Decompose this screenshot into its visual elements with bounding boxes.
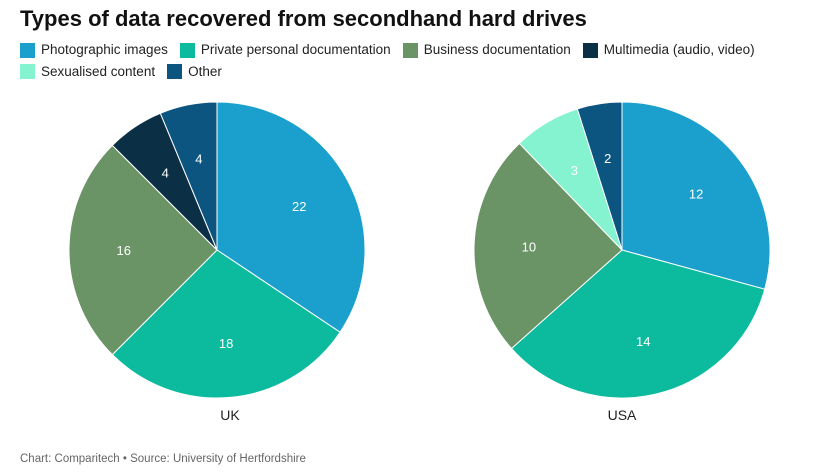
legend: Photographic images Private personal docu… — [20, 41, 780, 84]
legend-swatch — [179, 42, 195, 58]
legend-swatch — [402, 42, 418, 58]
legend-label: Other — [188, 63, 222, 79]
pie-slice — [473, 142, 623, 350]
data-label: 2 — [604, 151, 611, 166]
legend-item: Other — [167, 63, 222, 81]
legend-item: Business documentation — [402, 41, 571, 59]
legend-swatch — [20, 64, 35, 79]
legend-swatch — [167, 64, 183, 79]
legend-item: Multimedia (audio, video) — [582, 41, 755, 59]
legend-label: Sexualised content — [41, 63, 156, 79]
legend-label: Multimedia (audio, video) — [603, 42, 755, 57]
data-label: 4 — [195, 152, 202, 167]
pie-slice — [159, 101, 218, 251]
legend-item: Sexualised content — [20, 63, 155, 81]
legend-item: Photographic images — [20, 41, 168, 59]
data-label: 12 — [689, 186, 703, 201]
legend-swatch — [20, 42, 35, 58]
legend-label: Private personal documentation — [200, 42, 391, 57]
pie-label: UK — [220, 407, 240, 423]
data-label: 3 — [571, 163, 578, 178]
legend-swatch — [582, 42, 598, 58]
legend-item: Private personal documentation — [179, 41, 391, 59]
data-label: 22 — [292, 199, 306, 214]
data-label: 4 — [162, 165, 169, 180]
legend-label: Photographic images — [41, 42, 168, 57]
data-label: 18 — [219, 336, 233, 351]
pie-slice — [111, 249, 341, 399]
data-label: 14 — [636, 334, 650, 349]
pie-slice — [621, 101, 771, 290]
pie-slice — [576, 101, 623, 251]
pie-label: USA — [608, 407, 637, 423]
chart-title: Types of data recovered from secondhand … — [20, 6, 587, 31]
pie-slice — [68, 144, 218, 356]
data-label: 10 — [522, 239, 536, 254]
legend-label: Business documentation — [423, 42, 571, 57]
data-label: 16 — [117, 243, 131, 258]
footer-source: Chart: Comparitech • Source: University … — [20, 453, 306, 465]
pie-slice — [510, 249, 766, 399]
